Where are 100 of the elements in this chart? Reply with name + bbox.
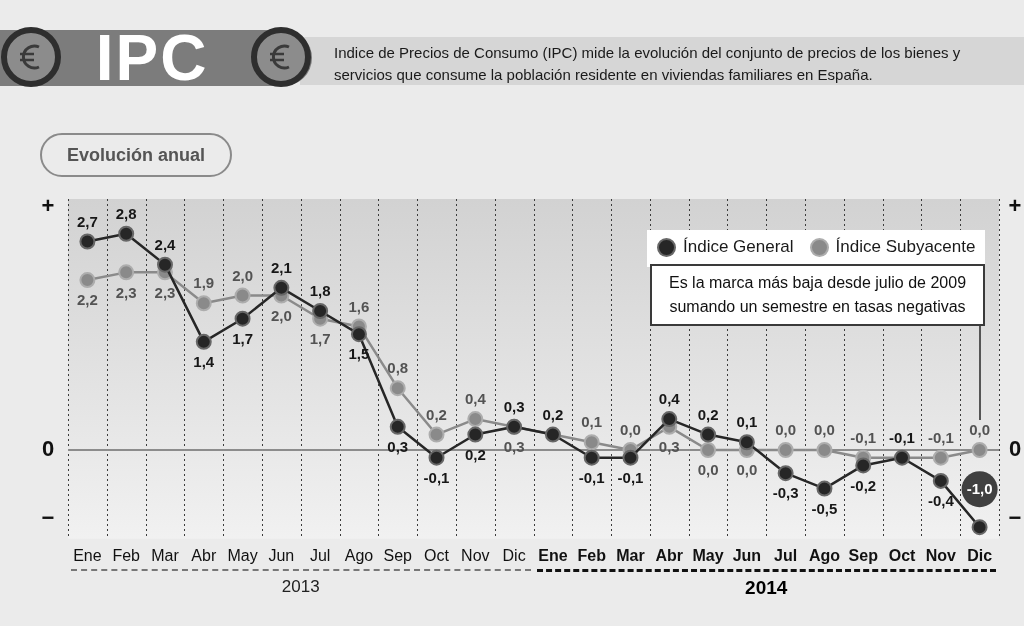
x-tick-label: Ago bbox=[808, 546, 841, 564]
point bbox=[312, 302, 329, 319]
data-label: 0,2 bbox=[464, 445, 486, 463]
text: 0 bbox=[41, 436, 55, 462]
point bbox=[816, 480, 833, 497]
data-label: -0,1 bbox=[850, 428, 877, 446]
x-tick-label: Dic bbox=[967, 546, 993, 564]
chart-title: IPC bbox=[94, 22, 210, 94]
data-label: 1,4 bbox=[193, 353, 215, 371]
data-label: 0,1 bbox=[736, 413, 758, 431]
point bbox=[544, 426, 561, 443]
x-tick-label: Feb bbox=[112, 546, 141, 564]
point bbox=[79, 272, 96, 289]
data-label: 1,8 bbox=[309, 282, 331, 300]
data-label: 2,0 bbox=[270, 306, 292, 324]
point bbox=[156, 256, 173, 273]
data-label: 2,0 bbox=[232, 266, 253, 284]
x-tick-label: Sep bbox=[383, 546, 413, 564]
point bbox=[118, 225, 135, 242]
x-tick-label: May bbox=[692, 546, 724, 564]
data-label: 2,3 bbox=[154, 283, 176, 301]
point bbox=[467, 426, 484, 443]
data-label: 0,0 bbox=[969, 421, 991, 439]
point bbox=[583, 449, 600, 466]
data-label: 0,2 bbox=[426, 405, 447, 423]
data-label: 0,0 bbox=[775, 421, 797, 439]
data-label: 2,8 bbox=[115, 204, 137, 222]
text: 2013 bbox=[280, 576, 321, 597]
point bbox=[79, 233, 96, 250]
x-tick-label: Ago bbox=[344, 546, 374, 564]
point bbox=[350, 326, 367, 343]
data-label: 1,7 bbox=[232, 329, 253, 347]
point bbox=[777, 441, 794, 458]
legend-label: Índice Subyacente bbox=[835, 236, 976, 258]
point bbox=[195, 333, 212, 350]
data-label: 0,2 bbox=[542, 405, 564, 423]
data-label: 0,0 bbox=[697, 461, 719, 479]
point bbox=[234, 287, 251, 304]
point bbox=[777, 465, 794, 482]
text: − bbox=[41, 504, 55, 530]
point bbox=[738, 434, 755, 451]
x-tick-label: Ene bbox=[73, 546, 102, 564]
data-label: 0,4 bbox=[658, 390, 681, 408]
data-label: 2,1 bbox=[270, 258, 292, 276]
text: + bbox=[1008, 193, 1022, 219]
data-label: -0,1 bbox=[578, 468, 605, 486]
text: Evolución anual bbox=[40, 133, 232, 177]
data-label: 2,2 bbox=[76, 291, 98, 309]
x-tick-label: Nov bbox=[461, 546, 490, 564]
point bbox=[467, 411, 484, 428]
data-label: 1,9 bbox=[193, 274, 215, 292]
point bbox=[855, 457, 872, 474]
data-label: -0,1 bbox=[889, 428, 915, 446]
point bbox=[971, 519, 988, 536]
data-label: 1,7 bbox=[309, 329, 331, 347]
data-label: 0,0 bbox=[736, 461, 758, 479]
legend-label: Índice General bbox=[683, 236, 794, 258]
x-tick-label: Jun bbox=[268, 546, 295, 564]
data-label: -0,1 bbox=[423, 468, 450, 486]
data-label: 1,6 bbox=[348, 297, 370, 315]
x-tick-label: Oct bbox=[888, 546, 917, 564]
x-tick-label: Jun bbox=[732, 546, 762, 564]
x-tick-label: Ene bbox=[538, 546, 568, 564]
data-label: 0,8 bbox=[387, 359, 409, 377]
point bbox=[428, 449, 445, 466]
text: 2014 bbox=[744, 576, 789, 599]
point bbox=[273, 279, 290, 296]
point bbox=[700, 426, 717, 443]
x-tick-label: Abr bbox=[655, 546, 684, 564]
data-label: -0,4 bbox=[927, 492, 955, 510]
text: + bbox=[41, 193, 55, 219]
x-tick-label: Jul bbox=[309, 546, 331, 564]
annotation: Es la marca más baja desde julio de 2009 sumando un semestre en tasas negativas bbox=[650, 264, 985, 326]
data-label: 0,0 bbox=[814, 421, 835, 439]
data-label: 0,4 bbox=[464, 390, 487, 408]
data-label: 0,3 bbox=[503, 397, 525, 415]
point bbox=[932, 449, 949, 466]
x-tick-label: Jul bbox=[774, 546, 798, 564]
text: − bbox=[1008, 504, 1022, 530]
x-tick-label: Sep bbox=[848, 546, 879, 564]
data-label: -0,2 bbox=[850, 476, 877, 494]
x-tick-label: Feb bbox=[577, 546, 607, 564]
x-tick-label: Dic bbox=[502, 546, 526, 564]
point bbox=[971, 441, 988, 458]
ref-line-label: 0 bbox=[1008, 436, 1022, 462]
x-tick-label: May bbox=[227, 546, 258, 564]
point bbox=[583, 434, 600, 451]
point bbox=[118, 264, 135, 281]
data-label: 0,1 bbox=[581, 413, 603, 431]
x-tick-label: Abr bbox=[191, 546, 217, 564]
data-label: -0,1 bbox=[617, 468, 644, 486]
data-label: 0,3 bbox=[387, 437, 409, 455]
data-label: 0,2 bbox=[697, 405, 719, 423]
chart-subtitle: Indice de Precios de Consumo (IPC) mide la evolución del conjunto de precios de los bienes y servicios que consume la población residente en viviendas familiares en España. bbox=[334, 43, 962, 85]
data-label: 2,3 bbox=[115, 283, 137, 301]
point bbox=[661, 411, 678, 428]
x-tick-label: Oct bbox=[424, 546, 450, 564]
point bbox=[389, 380, 406, 397]
x-tick-label: Nov bbox=[925, 546, 957, 564]
point bbox=[234, 310, 251, 327]
